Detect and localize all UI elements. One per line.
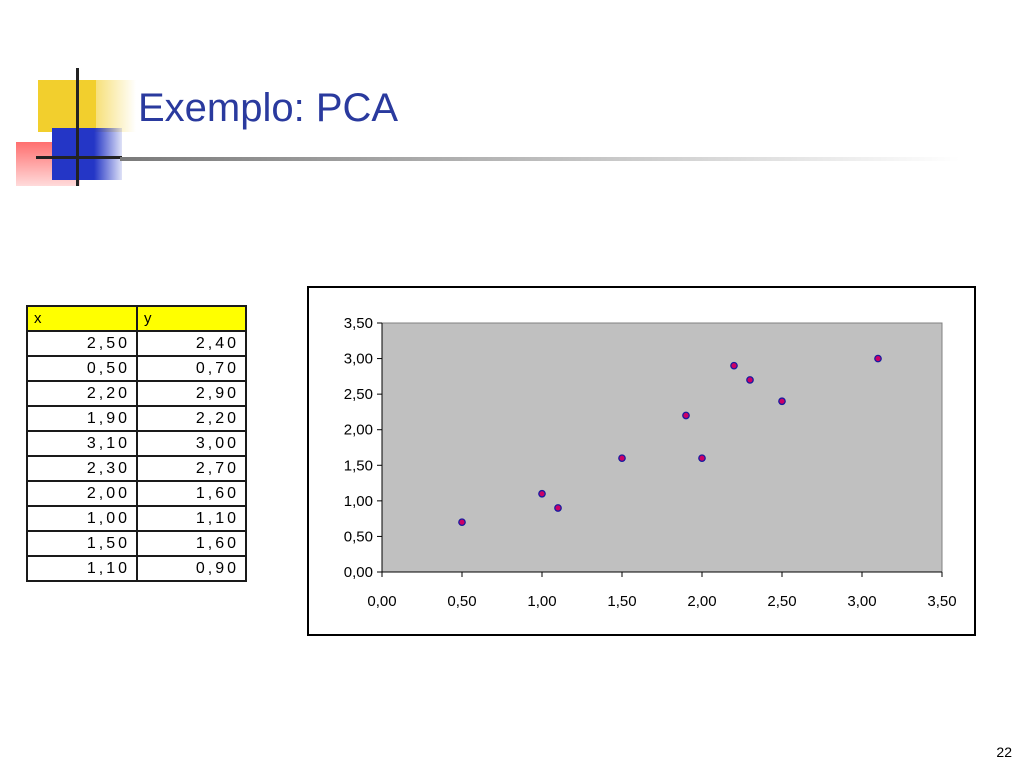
logo-vertical-line: [76, 68, 79, 186]
data-point: [618, 454, 626, 463]
cell-y: 1,10: [136, 505, 247, 532]
cell-x: 2,00: [26, 480, 138, 507]
y-tick-label: 0,00: [344, 564, 373, 581]
data-point: [554, 504, 562, 512]
logo-horizontal-line: [36, 156, 122, 159]
table-row: 1,00 1,10: [26, 505, 247, 532]
table-row: 2,20 2,90: [26, 380, 247, 407]
page-number: 22: [996, 744, 1012, 760]
cell-y: 2,20: [136, 405, 247, 432]
table-row: 2,50 2,40: [26, 330, 247, 357]
data-point: [730, 361, 738, 370]
cell-y: 0,70: [136, 355, 247, 382]
data-point: [458, 518, 466, 527]
column-header-y: y: [136, 305, 247, 332]
scatter-chart: 0,00 0,50 1,00 1,50 2,00 2,50 3,00 3,50 0,00 0,50…: [307, 286, 976, 636]
slide-title: Exemplo: PCA: [138, 86, 399, 130]
data-point: [874, 354, 882, 363]
table-row: 3,10 3,00: [26, 430, 247, 457]
x-tick-label: 1,50: [607, 593, 636, 610]
cell-x: 3,10: [26, 430, 138, 457]
data-point: [778, 397, 786, 406]
plot-area: [381, 322, 943, 573]
y-tick-label: 0,50: [344, 528, 373, 545]
x-tick-label: 0,00: [367, 593, 396, 610]
cell-y: 1,60: [136, 480, 247, 507]
y-tick-label: 2,00: [344, 422, 373, 439]
logo-blue-square: [52, 128, 122, 180]
data-point: [698, 454, 706, 463]
y-tick-label: 3,50: [344, 315, 373, 332]
column-header-x: x: [26, 305, 138, 332]
cell-x: 2,50: [26, 330, 138, 357]
table-row: 2,00 1,60: [26, 480, 247, 507]
cell-x: 0,50: [26, 355, 138, 382]
data-point: [682, 411, 690, 420]
cell-y: 2,40: [136, 330, 247, 357]
cell-y: 2,70: [136, 455, 247, 482]
cell-y: 2,90: [136, 380, 247, 407]
x-tick-label: 3,00: [847, 593, 876, 610]
table-header-row: x y: [26, 305, 247, 332]
cell-x: 2,30: [26, 455, 138, 482]
y-tick-label: 1,00: [344, 493, 373, 510]
table-row: 1,90 2,20: [26, 405, 247, 432]
logo-yellow-square: [38, 80, 96, 132]
data-point: [538, 489, 546, 498]
y-tick-label: 3,00: [344, 351, 373, 368]
table-row: 2,30 2,70: [26, 455, 247, 482]
table-row: 1,50 1,60: [26, 530, 247, 557]
cell-y: 1,60: [136, 530, 247, 557]
x-tick-label: 2,50: [767, 593, 796, 610]
title-underline: [120, 157, 960, 161]
y-tick-label: 2,50: [344, 386, 373, 403]
cell-x: 2,20: [26, 380, 138, 407]
x-tick-label: 0,50: [447, 593, 476, 610]
logo-yellow-fade: [96, 80, 136, 132]
data-table: x y 2,50 2,40 0,50 0,70 2,20 2,90 1,90 2,20 …: [26, 305, 247, 582]
x-tick-label: 1,00: [527, 593, 556, 610]
cell-x: 1,90: [26, 405, 138, 432]
chart-canvas: 0,00 0,50 1,00 1,50 2,00 2,50 3,00 3,50 0,00 0,50…: [344, 315, 957, 610]
table-row: 1,10 0,90: [26, 555, 247, 582]
y-tick-label: 1,50: [344, 457, 373, 474]
cell-x: 1,10: [26, 555, 138, 582]
cell-x: 1,50: [26, 530, 138, 557]
table-row: 0,50 0,70: [26, 355, 247, 382]
x-tick-label: 3,50: [927, 593, 956, 610]
cell-x: 1,00: [26, 505, 138, 532]
cell-y: 0,90: [136, 555, 247, 582]
data-point: [746, 376, 754, 384]
x-tick-label: 2,00: [687, 593, 716, 610]
cell-y: 3,00: [136, 430, 247, 457]
